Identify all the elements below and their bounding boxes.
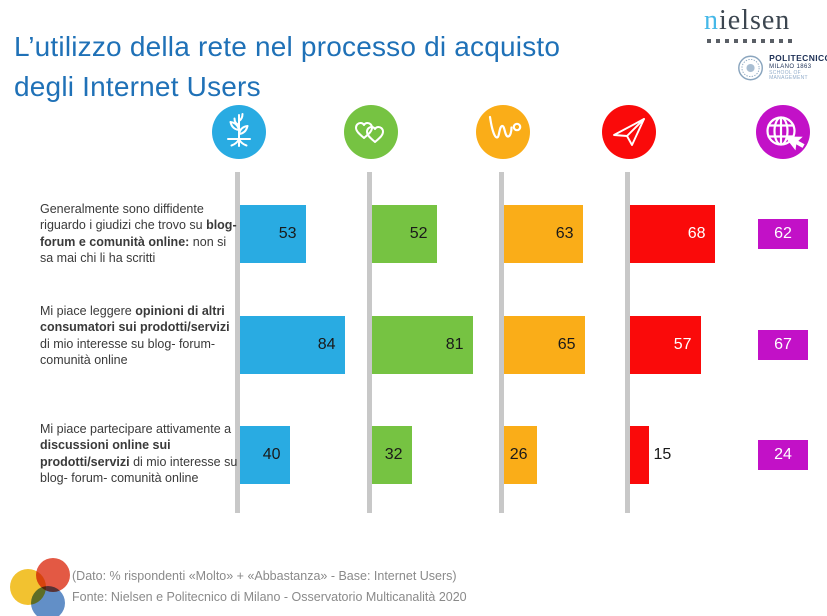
bar-paper-plane-segment-row3 — [629, 426, 649, 484]
statement-label-text: Mi piace partecipare attivamente a — [40, 422, 232, 436]
footer: (Dato: % rispondenti «Molto» + «Abbastan… — [72, 566, 467, 608]
politecnico-logo: POLITECNICO MILANO 1863 SCHOOL OF MANAGE… — [737, 53, 827, 83]
bar-hearts-segment-row1: 52 — [371, 205, 437, 263]
politecnico-name: POLITECNICO — [769, 52, 827, 63]
bar-value-label: 81 — [445, 336, 464, 353]
bar-paper-plane-segment-row2: 57 — [629, 316, 701, 374]
title-line-1: L’utilizzo della rete nel processo di ac… — [14, 30, 561, 62]
statement-label-bold-text: blog- forum e comunità online: — [40, 218, 237, 249]
value-badge-internet-users-segment-row2: 67 — [758, 330, 808, 360]
axis-line — [498, 172, 504, 513]
nielsen-dots-icon — [707, 39, 822, 43]
statement-label-text: Generalmente sono diffidente riguardo i … — [40, 202, 207, 233]
bar-value-label: 26 — [509, 446, 528, 463]
footer-source: Fonte: Nielsen e Politecnico di Milano -… — [72, 590, 467, 604]
paper-plane-icon — [602, 105, 656, 159]
statement-label-text: di mio interesse su blog- forum- comunit… — [40, 454, 238, 485]
politecnico-school: SCHOOL OF MANAGEMENT — [769, 69, 808, 82]
axis-line — [624, 172, 630, 513]
bar-value-label: 68 — [687, 225, 706, 242]
bar-value-label: 53 — [278, 225, 297, 242]
statement-label-text: Mi piace leggere — [40, 304, 136, 318]
bar-value-label: 52 — [409, 225, 428, 242]
axis-line — [366, 172, 372, 513]
bar-value-label: 32 — [384, 446, 403, 463]
statement-label: Mi piace leggere opinioni di altri consu… — [40, 303, 242, 368]
plant-icon — [212, 105, 266, 159]
bar-value-label: 65 — [557, 336, 576, 353]
footer-note: (Dato: % rispondenti «Molto» + «Abbastan… — [72, 569, 457, 583]
value-badge-internet-users-segment-row3: 24 — [758, 440, 808, 470]
bar-scribble-segment-row3: 26 — [503, 426, 537, 484]
bar-plant-segment-row3: 40 — [239, 426, 290, 484]
scribble-line-icon — [476, 105, 530, 159]
double-hearts-icon — [344, 105, 398, 159]
statement-label-bold-text: opinioni di altri consumatori sui prodot… — [40, 304, 230, 335]
title-line-2: degli Internet Users — [14, 70, 261, 102]
page-title: L’utilizzo della rete nel processo di ac… — [14, 27, 694, 107]
bar-value-label: 63 — [555, 225, 574, 242]
bar-value-label: 40 — [262, 446, 281, 463]
logo-blue-circle — [31, 586, 65, 616]
bar-plant-segment-row1: 53 — [239, 205, 306, 263]
nielsen-wordmark: nielsen — [704, 5, 791, 36]
politecnico-subtitle: MILANO 1863 — [769, 63, 812, 70]
bar-value-label: 84 — [317, 336, 336, 353]
statement-label-bold-text: discussioni online sui prodotti/servizi — [40, 438, 171, 469]
bar-hearts-segment-row3: 32 — [371, 426, 412, 484]
globe-cursor-icon — [756, 105, 810, 159]
statement-label: Mi piace partecipare attivamente a discu… — [40, 421, 242, 486]
politecnico-seal-icon — [738, 55, 763, 81]
value-badge-internet-users-segment-row1: 62 — [758, 219, 808, 249]
axis-line — [234, 172, 240, 513]
statement-label-text: non si sa mai chi li ha scritti — [40, 234, 227, 265]
statement-label: Generalmente sono diffidente riguardo i … — [40, 201, 242, 266]
bar-paper-plane-segment-row1: 68 — [629, 205, 715, 263]
statement-label-text: di mio interesse su blog- forum- comunit… — [40, 336, 216, 367]
bar-plant-segment-row2: 84 — [239, 316, 345, 374]
bar-scribble-segment-row2: 65 — [503, 316, 585, 374]
nielsen-logo: nielsen — [704, 5, 822, 43]
bar-hearts-segment-row2: 81 — [371, 316, 473, 374]
bar-scribble-segment-row1: 63 — [503, 205, 583, 263]
bar-value-label: 15 — [653, 446, 672, 463]
multicanalita-logo-icon — [10, 556, 70, 616]
bar-value-label: 57 — [673, 336, 692, 353]
